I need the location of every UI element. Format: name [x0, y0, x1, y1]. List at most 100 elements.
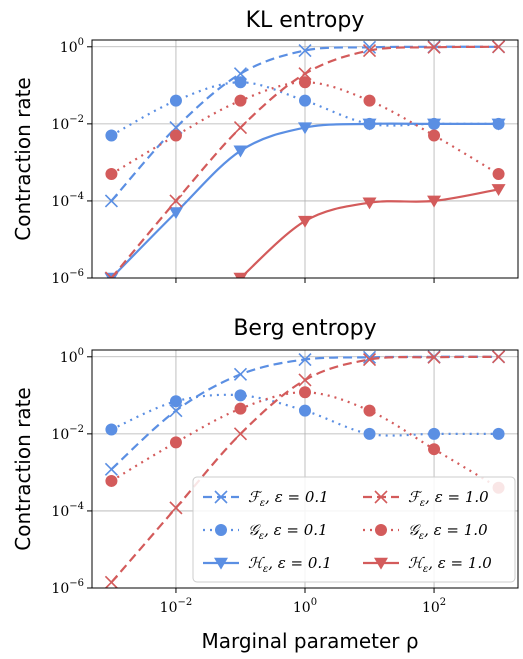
data-point	[233, 427, 248, 441]
data-point	[363, 404, 376, 417]
data-point	[428, 427, 441, 440]
data-point	[169, 404, 183, 418]
y-tick-label: 10−4	[51, 501, 84, 520]
data-point	[233, 367, 248, 381]
data-point	[169, 129, 182, 142]
data-point	[492, 350, 506, 364]
legend-item: ℱε, ε = 1.0	[363, 488, 489, 509]
y-tick-label: 10−6	[51, 268, 84, 287]
y-tick-label: 10−2	[51, 114, 84, 133]
data-point	[299, 76, 311, 89]
legend-marker	[215, 524, 227, 536]
data-point	[427, 40, 441, 54]
data-point	[169, 436, 182, 449]
data-point	[234, 76, 247, 89]
data-point	[299, 386, 311, 399]
data-point	[233, 272, 248, 278]
data-point	[104, 271, 118, 278]
data-point	[105, 474, 118, 487]
data-point	[362, 118, 377, 131]
data-point	[363, 427, 376, 440]
x-tick-label: 102	[422, 597, 446, 616]
y-tick-label: 100	[60, 347, 84, 366]
legend-label: 𝒢ε, ε = 0.1	[248, 521, 328, 542]
legend-label: 𝒢ε, ε = 1.0	[408, 521, 488, 542]
data-point	[299, 404, 311, 417]
legend-item: ℋε, ε = 0.1	[203, 554, 332, 575]
data-point	[363, 94, 376, 107]
x-axis-label: Marginal parameter ρ	[201, 629, 418, 653]
data-point	[491, 184, 506, 196]
data-point	[298, 352, 312, 367]
data-point	[169, 501, 183, 515]
legend-box	[192, 476, 516, 583]
data-point	[234, 389, 247, 402]
legend-item: ℋε, ε = 1.0	[363, 554, 492, 575]
data-point	[427, 118, 442, 131]
legend-item: ℱε, ε = 0.1	[203, 488, 329, 509]
legend-label: ℋε, ε = 0.1	[248, 554, 332, 575]
y-tick-label: 100	[60, 37, 84, 56]
data-point	[362, 197, 377, 210]
data-point	[233, 145, 248, 158]
data-point	[234, 402, 247, 415]
data-point	[298, 43, 312, 58]
data-point	[298, 215, 312, 228]
data-point	[492, 427, 505, 440]
series-group	[104, 40, 506, 278]
data-point	[299, 94, 311, 107]
data-point	[428, 443, 441, 456]
data-point	[362, 40, 377, 54]
data-point	[427, 195, 442, 208]
data-point	[428, 129, 441, 142]
data-point	[492, 167, 505, 180]
data-point	[105, 167, 118, 180]
data-point	[104, 462, 118, 476]
data-point	[298, 67, 312, 81]
data-point	[298, 122, 312, 135]
data-point	[168, 207, 183, 220]
legend-item: 𝒢ε, ε = 0.1	[203, 521, 328, 542]
grid-lines	[92, 40, 518, 279]
data-point	[234, 94, 247, 107]
data-point	[427, 350, 441, 364]
legend-marker	[374, 557, 388, 570]
x-tick-label: 10−2	[160, 597, 193, 616]
data-point	[298, 373, 312, 387]
data-point	[491, 118, 506, 131]
legend-label: ℋε, ε = 1.0	[408, 554, 492, 575]
data-point	[104, 272, 119, 278]
legend-marker	[375, 524, 387, 536]
data-point	[362, 43, 377, 58]
data-point	[169, 395, 182, 408]
data-point	[105, 423, 118, 436]
legend-label: ℱε, ε = 0.1	[248, 488, 329, 509]
y-axis-label: Contraction rate	[11, 77, 35, 241]
chart-title: Berg entropy	[233, 316, 376, 341]
legend-marker	[214, 557, 228, 570]
legend-item: 𝒢ε, ε = 1.0	[363, 521, 488, 542]
legend: ℱε, ε = 0.1 ℱε, ε = 1.0 𝒢ε, ε = 0.1 𝒢ε, ε =…	[192, 476, 516, 583]
data-point	[105, 129, 118, 142]
data-point	[104, 575, 118, 588]
panel-berg-entropy: 10−2 100 102 100 10−2 10−4 10−6 Berg entropy Con…	[11, 316, 519, 653]
data-point	[169, 94, 182, 107]
legend-marker	[374, 490, 388, 504]
data-point	[492, 40, 506, 54]
data-point	[169, 194, 183, 208]
data-point	[104, 194, 118, 208]
y-axis-label: Contraction rate	[11, 387, 35, 551]
panel-kl-entropy: 100 10−2 10−4 10−6 KL entropy Contraction rat…	[11, 8, 519, 287]
y-tick-label: 10−6	[51, 578, 84, 597]
y-tick-label: 10−2	[51, 424, 84, 443]
data-point	[362, 352, 377, 367]
legend-label: ℱε, ε = 1.0	[408, 488, 489, 509]
y-tick-label: 10−4	[51, 191, 84, 210]
chart-title: KL entropy	[246, 8, 365, 33]
data-point	[233, 67, 248, 81]
data-point	[233, 121, 248, 135]
series-line-3	[110, 45, 499, 278]
legend-marker	[214, 490, 228, 504]
x-tick-label: 100	[293, 597, 317, 616]
